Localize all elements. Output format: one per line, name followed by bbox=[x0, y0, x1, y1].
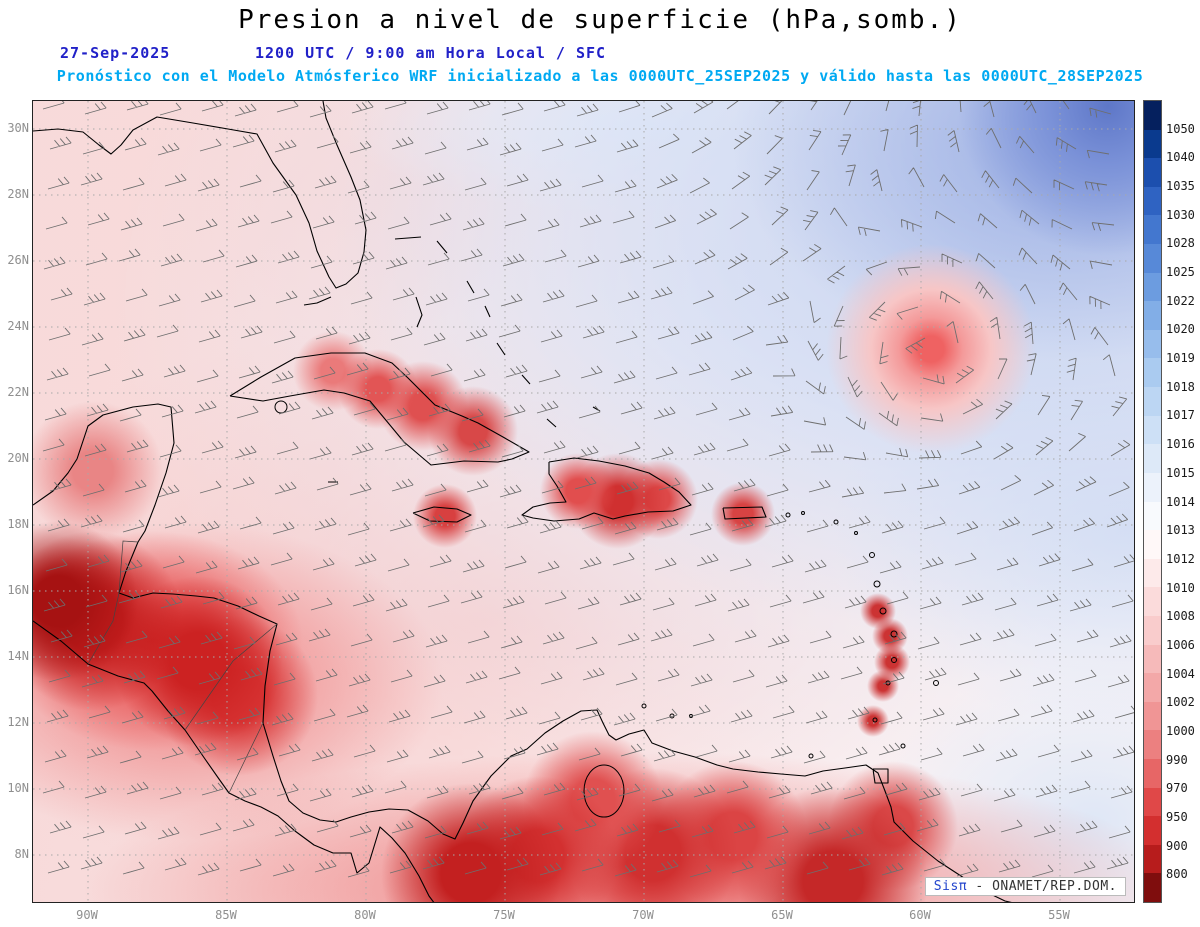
lat-label: 30N bbox=[7, 121, 29, 135]
colorbar-cell bbox=[1144, 415, 1161, 445]
colorbar-cell bbox=[1144, 358, 1161, 388]
colorbar-cell bbox=[1144, 873, 1161, 903]
colorbar-value: 1016 bbox=[1166, 437, 1195, 452]
colorbar-value: 1013 bbox=[1166, 523, 1195, 538]
colorbar-value: 900 bbox=[1166, 838, 1188, 853]
colorbar-cell bbox=[1144, 501, 1161, 531]
colorbar-value: 1002 bbox=[1166, 695, 1195, 710]
colorbar-value: 1022 bbox=[1166, 293, 1195, 308]
colorbar-cell bbox=[1144, 615, 1161, 645]
pressure-map: Sisπ - ONAMET/REP.DOM. bbox=[32, 100, 1135, 903]
lon-label: 85W bbox=[215, 908, 237, 922]
valid-date-label: 27-Sep-2025 bbox=[60, 44, 171, 62]
lat-label: 14N bbox=[7, 649, 29, 663]
colorbar-cell bbox=[1144, 301, 1161, 330]
lat-label: 20N bbox=[7, 451, 29, 465]
colorbar-cell bbox=[1144, 272, 1161, 302]
colorbar-cell bbox=[1144, 186, 1161, 216]
colorbar-cell bbox=[1144, 759, 1161, 788]
colorbar-value: 1028 bbox=[1166, 236, 1195, 251]
colorbar-cell bbox=[1144, 101, 1161, 130]
colorbar-value: 1010 bbox=[1166, 580, 1195, 595]
colorbar-cell bbox=[1144, 244, 1161, 273]
colorbar-value: 1017 bbox=[1166, 408, 1195, 423]
lat-label: 28N bbox=[7, 187, 29, 201]
lat-label: 26N bbox=[7, 253, 29, 267]
attribution-system: Sisπ bbox=[933, 879, 968, 894]
colorbar-cell bbox=[1144, 444, 1161, 473]
lon-label: 65W bbox=[771, 908, 793, 922]
colorbar-value: 1014 bbox=[1166, 494, 1195, 509]
colorbar-cell bbox=[1144, 215, 1161, 245]
colorbar-cell bbox=[1144, 387, 1161, 416]
colorbar-value: 1000 bbox=[1166, 723, 1195, 738]
colorbar-value: 1019 bbox=[1166, 351, 1195, 366]
lon-label: 80W bbox=[354, 908, 376, 922]
forecast-model-line: Pronóstico con el Modelo Atmósferico WRF… bbox=[56, 67, 1144, 85]
colorbar-cell bbox=[1144, 558, 1161, 588]
coastline-layer bbox=[33, 101, 1012, 902]
colorbar-value: 1018 bbox=[1166, 379, 1195, 394]
lat-label: 18N bbox=[7, 517, 29, 531]
colorbar-cell bbox=[1144, 530, 1161, 559]
datetime-line: 27-Sep-2025 1200 UTC / 9:00 am Hora Loca… bbox=[0, 44, 1200, 64]
wind-barbs-layer bbox=[42, 101, 1134, 878]
colorbar-cell bbox=[1144, 844, 1161, 874]
colorbar-value: 1008 bbox=[1166, 609, 1195, 624]
colorbar-cell bbox=[1144, 673, 1161, 702]
valid-time-label: 1200 UTC / 9:00 am Hora Local / SFC bbox=[255, 44, 607, 62]
lat-label: 24N bbox=[7, 319, 29, 333]
colorbar-value: 1006 bbox=[1166, 637, 1195, 652]
colorbar-cell bbox=[1144, 701, 1161, 731]
colorbar-cell bbox=[1144, 816, 1161, 845]
lon-label: 60W bbox=[909, 908, 931, 922]
colorbar-cell bbox=[1144, 587, 1161, 616]
colorbar-cell bbox=[1144, 472, 1161, 502]
colorbar-cell bbox=[1144, 644, 1161, 674]
colorbar-value: 1035 bbox=[1166, 179, 1195, 194]
attribution-source: - ONAMET/REP.DOM. bbox=[967, 879, 1117, 894]
colorbar-value: 1015 bbox=[1166, 465, 1195, 480]
lat-label: 8N bbox=[14, 847, 29, 861]
colorbar-cell bbox=[1144, 730, 1161, 760]
lon-label: 55W bbox=[1048, 908, 1070, 922]
colorbar-value: 970 bbox=[1166, 781, 1188, 796]
colorbar-cell bbox=[1144, 329, 1161, 359]
colorbar-value: 1025 bbox=[1166, 265, 1195, 280]
colorbar-value: 800 bbox=[1166, 867, 1188, 882]
colorbar-value: 1020 bbox=[1166, 322, 1195, 337]
colorbar-value: 1030 bbox=[1166, 207, 1195, 222]
colorbar-value: 1004 bbox=[1166, 666, 1195, 681]
colorbar-value: 950 bbox=[1166, 809, 1188, 824]
lat-label: 10N bbox=[7, 781, 29, 795]
colorbar-value: 1012 bbox=[1166, 551, 1195, 566]
lat-label: 22N bbox=[7, 385, 29, 399]
colorbar-value: 1040 bbox=[1166, 150, 1195, 165]
attribution-box: Sisπ - ONAMET/REP.DOM. bbox=[924, 877, 1126, 896]
lon-label: 70W bbox=[632, 908, 654, 922]
colorbar-cell bbox=[1144, 787, 1161, 817]
colorbar-value: 990 bbox=[1166, 752, 1188, 767]
lon-label: 75W bbox=[493, 908, 515, 922]
lat-label: 16N bbox=[7, 583, 29, 597]
lat-label: 12N bbox=[7, 715, 29, 729]
lon-label: 90W bbox=[76, 908, 98, 922]
page-title: Presion a nivel de superficie (hPa,somb.… bbox=[238, 5, 962, 35]
colorbar-cell bbox=[1144, 129, 1161, 159]
colorbar bbox=[1143, 100, 1162, 903]
colorbar-cell bbox=[1144, 158, 1161, 187]
colorbar-value: 1050 bbox=[1166, 121, 1195, 136]
pressure-shading bbox=[33, 101, 1134, 902]
